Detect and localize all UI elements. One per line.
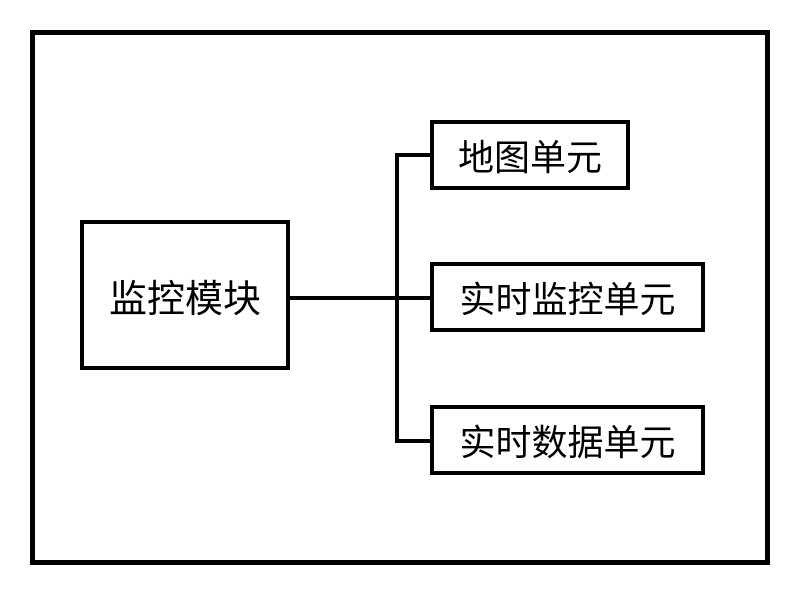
root-node: 监控模块 (80, 220, 290, 370)
child-node-0-label: 地图单元 (458, 129, 602, 181)
root-node-label: 监控模块 (109, 268, 261, 323)
child-node-1: 实时监控单元 (430, 262, 705, 332)
child-node-2-label: 实时数据单元 (459, 414, 675, 466)
child-node-0: 地图单元 (430, 120, 630, 190)
child-node-1-label: 实时监控单元 (459, 271, 675, 323)
connector-branch-mid (395, 296, 430, 300)
connector-branch-top (395, 153, 430, 157)
connector-trunk (290, 296, 395, 300)
child-node-2: 实时数据单元 (430, 405, 705, 475)
connector-branch-bot (395, 439, 430, 443)
